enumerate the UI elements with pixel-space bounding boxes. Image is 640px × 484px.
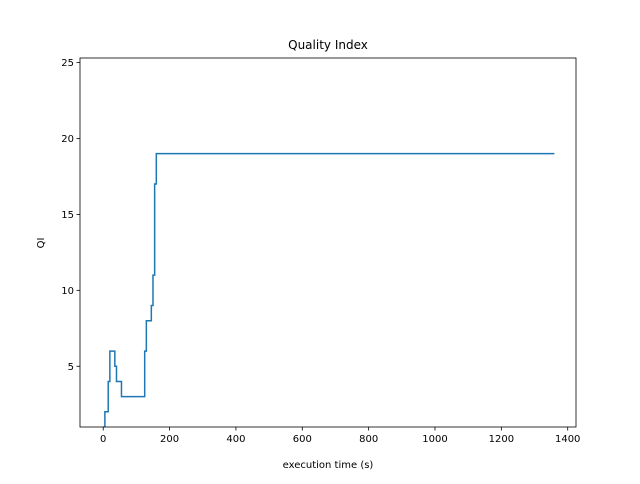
series-line-0: [103, 152, 555, 427]
x-tick-label: 600: [293, 434, 312, 445]
x-tick-label: 1400: [555, 434, 580, 445]
x-axis-label: execution time (s): [283, 460, 374, 471]
x-tick-label: 200: [160, 434, 179, 445]
x-tick-label: 800: [359, 434, 378, 445]
x-tick-label: 0: [100, 434, 106, 445]
x-tick-label: 1200: [489, 434, 514, 445]
plot-area: 0 200 400 600 800 1000 1200 1400 5 10 15 20 25: [61, 57, 580, 445]
y-tick-label: 10: [61, 286, 74, 297]
axes-frame: [79, 57, 577, 428]
y-axis-label: QI: [36, 238, 47, 249]
y-tick-label: 5: [68, 362, 74, 373]
y-tick-label: 20: [61, 134, 74, 145]
x-tick-label: 1000: [422, 434, 447, 445]
x-tick-label: 400: [226, 434, 245, 445]
y-tick-label: 25: [61, 58, 74, 69]
chart-title: Quality Index: [288, 38, 368, 52]
y-tick-label: 15: [61, 210, 74, 221]
